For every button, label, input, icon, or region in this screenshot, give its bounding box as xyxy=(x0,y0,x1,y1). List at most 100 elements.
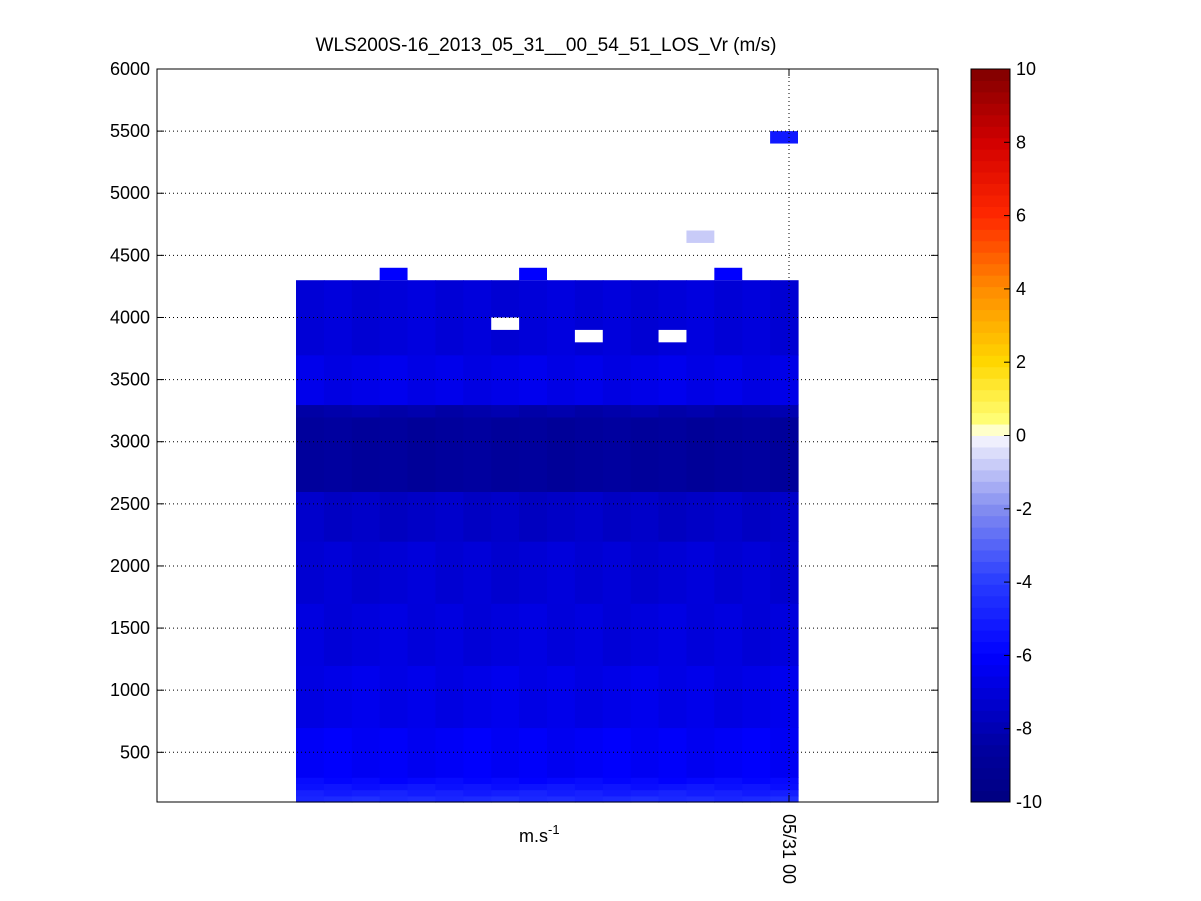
heatmap-cell xyxy=(658,280,688,356)
heatmap-cell xyxy=(323,777,353,784)
heatmap-cell xyxy=(658,665,688,729)
colorbar-segment xyxy=(971,252,1010,265)
heatmap-cell xyxy=(379,783,409,791)
y-tick-label: 4500 xyxy=(110,245,150,265)
colorbar-segment xyxy=(971,469,1010,482)
heatmap-missing-cell xyxy=(658,329,687,343)
heatmap-cell xyxy=(296,665,325,729)
heatmap-cell xyxy=(574,789,604,797)
heatmap-cell xyxy=(714,777,743,784)
heatmap-cell xyxy=(435,603,464,666)
heatmap-cell xyxy=(351,541,381,604)
heatmap-cell xyxy=(351,404,381,418)
colorbar-segment xyxy=(971,69,1010,81)
y-tick-label: 6000 xyxy=(110,59,150,79)
colorbar-segment xyxy=(971,492,1010,505)
colorbar-segment xyxy=(971,275,1010,288)
colorbar-segment xyxy=(971,481,1010,494)
heatmap-cell xyxy=(686,280,715,356)
heatmap-cell xyxy=(379,777,409,784)
x-tick-label: 05/31 00 xyxy=(779,814,799,884)
heatmap-cell xyxy=(407,783,437,791)
heatmap-cell xyxy=(463,789,492,797)
heatmap-cell xyxy=(770,665,799,729)
colorbar-segment xyxy=(971,103,1010,116)
heatmap-cell xyxy=(435,541,464,604)
colorbar-segment xyxy=(971,584,1010,597)
heatmap-cell xyxy=(714,727,743,778)
heatmap-cell xyxy=(519,777,548,784)
heatmap-cell xyxy=(407,603,437,666)
x-axis-label: m.s-1 xyxy=(519,822,560,846)
colorbar-tick-label: -10 xyxy=(1016,792,1042,812)
heatmap-cell xyxy=(463,665,492,729)
heatmap-cell xyxy=(323,541,353,604)
heatmap-cell xyxy=(658,416,688,493)
heatmap-cell xyxy=(547,789,576,797)
heatmap-cell xyxy=(519,795,548,803)
colorbar-segment xyxy=(971,641,1010,654)
heatmap-cell xyxy=(742,280,771,356)
colorbar-segment xyxy=(971,206,1010,219)
heatmap-cell xyxy=(351,603,381,666)
heatmap-cell xyxy=(491,789,520,797)
heatmap-cell xyxy=(435,404,464,418)
heatmap-cell xyxy=(714,416,743,493)
heatmap-cell xyxy=(770,404,799,418)
heatmap-cell xyxy=(296,783,325,791)
heatmap-cell xyxy=(770,727,799,778)
colorbar-segment xyxy=(971,217,1010,230)
heatmap-cell xyxy=(547,416,576,493)
heatmap-cell xyxy=(491,795,520,803)
heatmap-cell xyxy=(296,541,325,604)
heatmap-cell xyxy=(491,404,520,418)
y-tick-label: 4000 xyxy=(110,307,150,327)
y-tick-label: 500 xyxy=(120,742,150,762)
heatmap-cell xyxy=(574,541,604,604)
heatmap-cell xyxy=(463,795,492,803)
heatmap-cell xyxy=(658,789,688,797)
heatmap-cell xyxy=(435,665,464,729)
colorbar-segment xyxy=(971,424,1010,436)
colorbar-segment xyxy=(971,126,1010,139)
heatmap-cell xyxy=(407,541,437,604)
colorbar-tick-label: 8 xyxy=(1016,132,1026,152)
heatmap-cell xyxy=(686,416,715,493)
heatmap-cell xyxy=(574,404,604,418)
heatmap-cell xyxy=(379,541,409,604)
heatmap-cell xyxy=(351,416,381,493)
heatmap-cell xyxy=(714,491,743,542)
heatmap-cell xyxy=(714,789,743,797)
heatmap-cell xyxy=(574,603,604,666)
colorbar xyxy=(971,69,1010,803)
heatmap-cell xyxy=(630,491,660,542)
heatmap-cell xyxy=(574,665,604,729)
heatmap-cell xyxy=(463,541,492,604)
heatmap-cell xyxy=(630,727,660,778)
heatmap-cell xyxy=(435,416,464,493)
heatmap-cell xyxy=(519,416,548,493)
heatmap-cell xyxy=(463,603,492,666)
heatmap-cell xyxy=(296,354,325,406)
heatmap-cell xyxy=(547,783,576,791)
heatmap-cell xyxy=(379,789,409,797)
heatmap-cell xyxy=(686,665,715,729)
colorbar-segment xyxy=(971,240,1010,253)
heatmap-cell xyxy=(491,777,520,784)
colorbar-segment xyxy=(971,687,1010,700)
heatmap-cell xyxy=(435,789,464,797)
y-tick-label: 5000 xyxy=(110,183,150,203)
heatmap-missing-cell xyxy=(574,329,603,343)
heatmap-cell xyxy=(686,491,715,542)
colorbar-segment xyxy=(971,378,1010,391)
heatmap-cell xyxy=(547,777,576,784)
heatmap-cell xyxy=(714,603,743,666)
heatmap-cell xyxy=(379,404,409,418)
heatmap-cell xyxy=(379,603,409,666)
heatmap-cell xyxy=(296,491,325,542)
heatmap-cell xyxy=(602,404,632,418)
colorbar-segment xyxy=(971,137,1010,150)
heatmap-cell xyxy=(770,280,799,356)
y-tick-label: 2000 xyxy=(110,556,150,576)
